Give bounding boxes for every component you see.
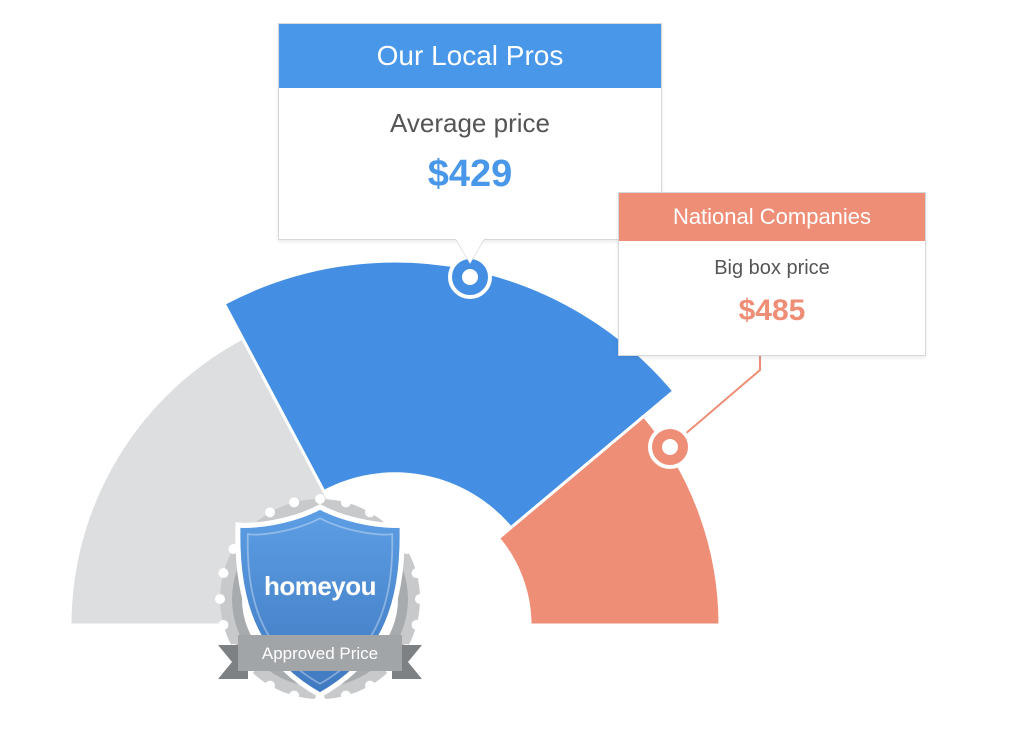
callout-national-header: National Companies bbox=[619, 193, 925, 241]
badge-logo-text: homeyou bbox=[264, 571, 376, 601]
salmon-marker-hole bbox=[662, 439, 678, 455]
badge-banner-text: Approved Price bbox=[262, 644, 378, 663]
callout-local-price: $429 bbox=[279, 153, 661, 196]
callout-national-subtitle: Big box price bbox=[619, 257, 925, 280]
callout-local-pointer-fill bbox=[456, 239, 484, 263]
callout-national-body: Big box price $485 bbox=[619, 241, 925, 328]
callout-local-header: Our Local Pros bbox=[279, 24, 661, 88]
callout-local-body: Average price $429 bbox=[279, 88, 661, 196]
callout-national-price: $485 bbox=[619, 294, 925, 328]
stage: Our Local Pros Average price $429 Nation… bbox=[0, 0, 1024, 738]
callout-national-title: National Companies bbox=[673, 204, 871, 230]
callout-local-title: Our Local Pros bbox=[377, 40, 564, 72]
blue-marker-hole bbox=[462, 269, 478, 285]
approved-price-badge: homeyou Approved Price bbox=[190, 477, 450, 737]
callout-national-companies: National Companies Big box price $485 bbox=[618, 192, 926, 356]
callout-local-pros: Our Local Pros Average price $429 bbox=[278, 23, 662, 240]
callout-local-subtitle: Average price bbox=[279, 108, 661, 139]
